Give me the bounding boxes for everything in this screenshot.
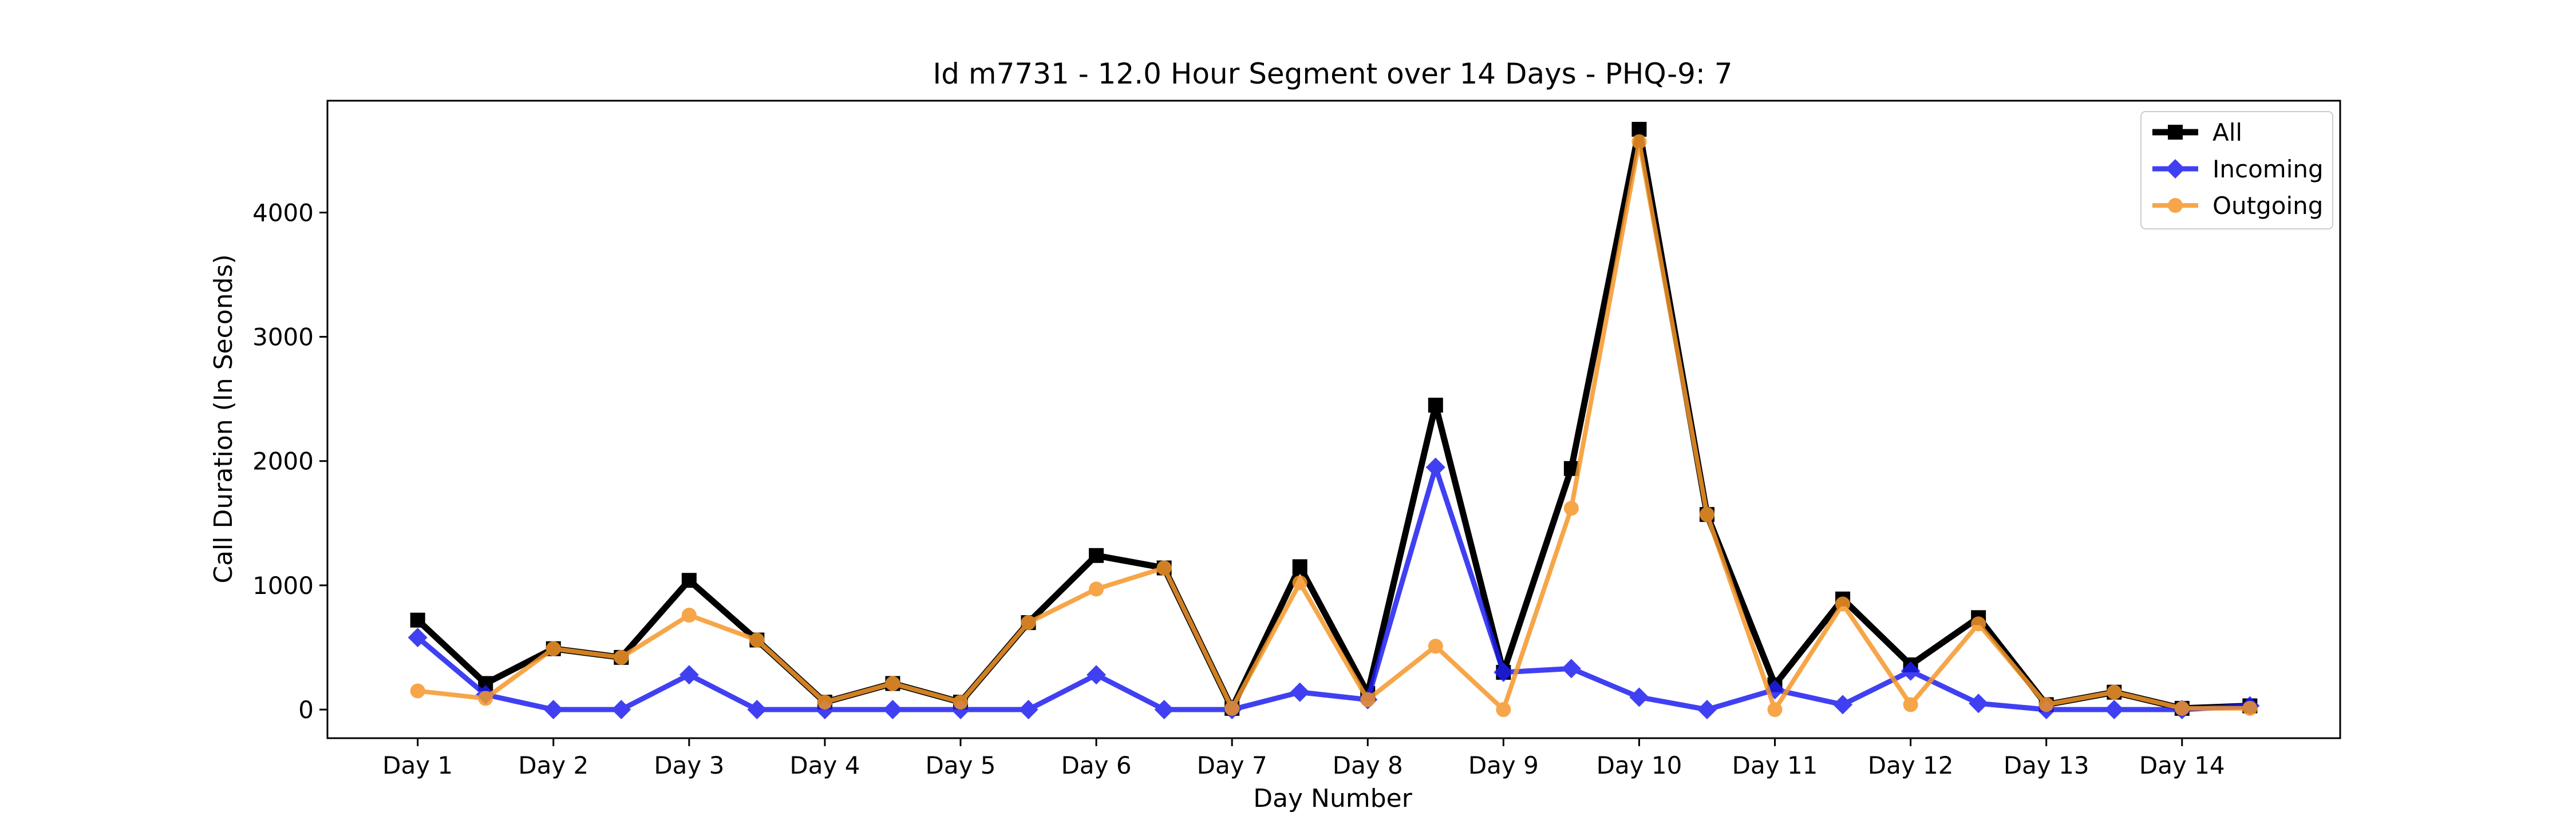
- legend-label-outgoing: Outgoing: [2212, 192, 2323, 220]
- legend-marker-all: [2168, 125, 2183, 140]
- x-tick-label: Day 3: [654, 751, 724, 779]
- series-outgoing: [410, 134, 2258, 718]
- data-point-incoming: [1494, 662, 1514, 682]
- x-axis-label: Day Number: [1253, 784, 1413, 813]
- x-tick-label: Day 9: [1468, 751, 1539, 779]
- data-point-outgoing: [1021, 615, 1036, 631]
- legend-marker-outgoing: [2168, 198, 2183, 213]
- data-point-incoming: [1697, 700, 1717, 720]
- x-tick-label: Day 14: [2139, 751, 2225, 779]
- data-point-outgoing: [2107, 684, 2122, 700]
- data-point-outgoing: [749, 632, 765, 648]
- data-point-incoming: [1561, 659, 1581, 679]
- x-tick-label: Day 7: [1197, 751, 1267, 779]
- data-point-incoming: [1833, 695, 1853, 715]
- x-tick-label: Day 4: [789, 751, 860, 779]
- data-point-all: [1292, 559, 1307, 575]
- x-tick-label: Day 11: [1732, 751, 1818, 779]
- data-point-outgoing: [1767, 702, 1783, 718]
- legend-entry-incoming: [2152, 159, 2198, 179]
- series-line-all: [415, 126, 2250, 712]
- data-point-incoming: [1086, 665, 1107, 685]
- x-tick-label: Day 8: [1333, 751, 1403, 779]
- data-point-outgoing: [1224, 700, 1240, 716]
- data-point-incoming: [679, 665, 699, 685]
- legend-box: [2140, 111, 2333, 229]
- data-point-all: [1631, 121, 1647, 137]
- x-tick-label: Day 13: [2004, 751, 2089, 779]
- x-tick-label: Day 1: [382, 751, 453, 779]
- data-point-outgoing: [1292, 575, 1307, 591]
- x-tick-label: Day 5: [926, 751, 996, 779]
- series-incoming: [408, 457, 2260, 720]
- x-tick-label: Day 10: [1597, 751, 1682, 779]
- y-tick-label: 1000: [252, 572, 314, 600]
- data-point-outgoing: [1631, 134, 1647, 149]
- data-point-incoming: [1018, 700, 1038, 720]
- data-point-outgoing: [817, 695, 832, 710]
- data-point-incoming: [2104, 700, 2124, 720]
- data-point-outgoing: [1971, 616, 1986, 632]
- data-point-incoming: [1290, 682, 1310, 702]
- data-point-outgoing: [2174, 700, 2190, 716]
- series-line-incoming: [416, 465, 2250, 712]
- data-point-outgoing: [1156, 560, 1172, 576]
- y-tick-label: 0: [298, 696, 314, 724]
- data-point-all: [410, 612, 425, 628]
- data-point-all: [681, 573, 697, 588]
- data-point-outgoing: [1360, 692, 1376, 707]
- data-point-outgoing: [1428, 639, 1443, 654]
- data-point-outgoing: [410, 683, 425, 699]
- data-point-outgoing: [1835, 596, 1851, 612]
- data-point-all: [1428, 398, 1443, 413]
- data-point-all: [1089, 548, 1104, 563]
- legend-label-incoming: Incoming: [2212, 155, 2324, 183]
- y-tick-label: 2000: [252, 447, 314, 476]
- data-point-outgoing: [1563, 501, 1579, 516]
- data-point-outgoing: [2038, 697, 2054, 712]
- data-point-outgoing: [885, 676, 900, 691]
- data-point-outgoing: [953, 695, 969, 710]
- y-tick-label: 3000: [252, 323, 314, 351]
- data-point-incoming: [1629, 687, 1649, 707]
- data-point-outgoing: [681, 608, 697, 623]
- y-tick-label: 4000: [252, 199, 314, 227]
- data-point-incoming: [1425, 457, 1445, 477]
- data-point-outgoing: [614, 649, 629, 665]
- data-point-outgoing: [1496, 702, 1511, 718]
- legend-entry-all: [2152, 125, 2198, 140]
- data-point-outgoing: [1089, 581, 1104, 597]
- x-tick-label: Day 6: [1061, 751, 1132, 779]
- y-axis-label: Call Duration (In Seconds): [209, 254, 238, 583]
- legend-entry-outgoing: [2152, 198, 2198, 213]
- data-point-incoming: [1969, 694, 1989, 714]
- legend-marker-incoming: [2166, 159, 2185, 179]
- series-line-outgoing: [417, 139, 2250, 712]
- legend: All Incoming Outgoing: [2140, 111, 2333, 229]
- data-point-incoming: [747, 700, 767, 720]
- data-point-outgoing: [546, 641, 561, 656]
- data-point-incoming: [611, 700, 631, 720]
- x-tick-label: Day 2: [518, 751, 588, 779]
- data-point-incoming: [543, 700, 563, 720]
- x-tick-label: Day 12: [1868, 751, 1954, 779]
- data-point-outgoing: [1699, 507, 1714, 522]
- data-point-incoming: [408, 628, 428, 648]
- chart-title: Id m7731 - 12.0 Hour Segment over 14 Day…: [933, 57, 1732, 90]
- data-point-incoming: [883, 700, 903, 720]
- data-point-incoming: [1154, 700, 1174, 720]
- plot-area: Day 1 Day 2 Day 3 Day 4 Day 5 Day 6 Day 7 Day 8…: [252, 100, 2341, 779]
- data-point-outgoing: [478, 691, 493, 706]
- plot-frame: [326, 100, 2341, 739]
- data-point-incoming: [1901, 661, 1921, 681]
- data-point-outgoing: [2242, 700, 2258, 716]
- data-point-outgoing: [1903, 697, 1918, 712]
- legend-label-all: All: [2212, 118, 2242, 146]
